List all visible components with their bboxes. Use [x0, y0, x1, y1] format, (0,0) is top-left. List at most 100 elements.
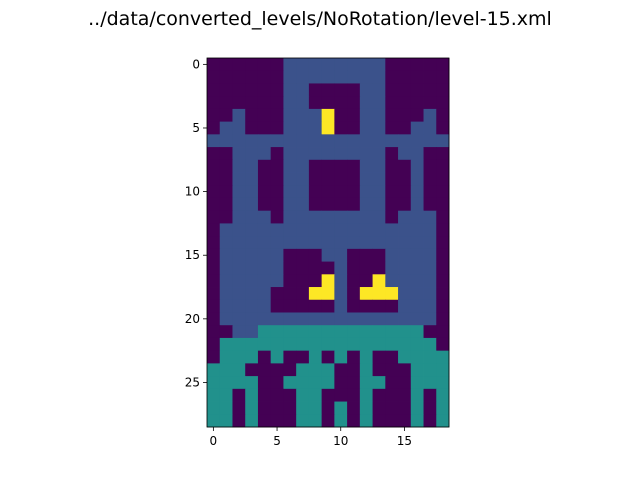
heatmap-cell: [385, 363, 399, 377]
heatmap-cell: [270, 83, 284, 97]
heatmap-cell: [232, 287, 246, 301]
heatmap-cell: [321, 108, 335, 123]
heatmap-cell: [296, 147, 310, 161]
plot-frame: [206, 57, 450, 428]
heatmap-cell: [219, 96, 233, 110]
heatmap-cell: [257, 287, 272, 301]
heatmap-cell: [410, 287, 424, 301]
heatmap-cell: [410, 83, 424, 97]
heatmap-cell: [372, 350, 386, 364]
heatmap-cell: [283, 223, 297, 237]
heatmap-cell: [219, 70, 233, 84]
heatmap-cell: [232, 414, 246, 428]
y-tick-label: 25: [185, 375, 200, 389]
heatmap-cell: [270, 58, 284, 72]
heatmap-cell: [219, 197, 233, 212]
heatmap-cell: [207, 210, 221, 224]
heatmap-cell: [207, 96, 221, 110]
heatmap-cell: [398, 210, 412, 224]
heatmap-cell: [436, 248, 450, 262]
heatmap-cell: [321, 325, 335, 339]
heatmap-cell: [410, 325, 424, 339]
heatmap-cell: [436, 337, 450, 352]
heatmap-cell: [321, 414, 335, 428]
heatmap-cell: [219, 312, 233, 326]
heatmap-cell: [410, 248, 424, 262]
heatmap-cell: [423, 58, 437, 72]
heatmap-cell: [347, 274, 361, 288]
heatmap-cell: [296, 337, 310, 352]
heatmap-cell: [296, 388, 310, 402]
heatmap-cell: [245, 337, 259, 352]
heatmap-cell: [398, 185, 412, 199]
heatmap-cell: [283, 376, 297, 390]
heatmap-cell: [257, 134, 272, 148]
heatmap-cell: [385, 236, 399, 250]
heatmap-cell: [359, 274, 373, 288]
heatmap-cell: [347, 401, 361, 415]
heatmap-cell: [219, 185, 233, 199]
heatmap-cell: [423, 223, 437, 237]
heatmap-cell: [410, 401, 424, 415]
heatmap-cell: [398, 274, 412, 288]
heatmap-cell: [334, 337, 348, 352]
heatmap-cell: [296, 159, 310, 173]
heatmap-cell: [359, 299, 373, 313]
heatmap-cell: [436, 159, 450, 173]
heatmap-cell: [308, 236, 323, 250]
heatmap-cell: [436, 96, 450, 110]
heatmap-cell: [257, 223, 272, 237]
heatmap-cell: [296, 172, 310, 186]
heatmap-cell: [372, 83, 386, 97]
heatmap-cell: [334, 185, 348, 199]
heatmap-cell: [423, 70, 437, 84]
heatmap-cell: [398, 172, 412, 186]
heatmap-cell: [321, 185, 335, 199]
heatmap-cell: [270, 388, 284, 402]
heatmap-cell: [283, 337, 297, 352]
heatmap-cell: [423, 210, 437, 224]
heatmap-cell: [398, 337, 412, 352]
heatmap-cell: [398, 70, 412, 84]
heatmap-cell: [283, 185, 297, 199]
heatmap-cell: [423, 337, 437, 352]
heatmap-cell: [372, 108, 386, 123]
heatmap-cell: [359, 70, 373, 84]
heatmap-cell: [232, 210, 246, 224]
heatmap-cell: [257, 83, 272, 97]
heatmap-cell: [257, 401, 272, 415]
heatmap-cell: [347, 388, 361, 402]
heatmap-cell: [245, 261, 259, 275]
heatmap-cell: [410, 121, 424, 135]
heatmap-cell: [232, 236, 246, 250]
heatmap-cell: [283, 401, 297, 415]
heatmap-cell: [270, 236, 284, 250]
heatmap-cell: [283, 414, 297, 428]
heatmap-cell: [423, 274, 437, 288]
heatmap-cell: [385, 147, 399, 161]
heatmap-cell: [359, 261, 373, 275]
heatmap-cell: [398, 261, 412, 275]
heatmap-cell: [385, 248, 399, 262]
heatmap-cell: [423, 185, 437, 199]
heatmap-cell: [308, 121, 323, 135]
heatmap-cell: [232, 248, 246, 262]
heatmap-cell: [385, 70, 399, 84]
heatmap-cell: [347, 236, 361, 250]
heatmap-cell: [436, 185, 450, 199]
heatmap-cell: [283, 248, 297, 262]
heatmap-cell: [359, 248, 373, 262]
heatmap-cell: [347, 197, 361, 212]
heatmap-cell: [257, 337, 272, 352]
heatmap-cell: [308, 248, 323, 262]
x-tick-label: 10: [333, 434, 348, 448]
heatmap-cell: [372, 312, 386, 326]
heatmap-cell: [410, 58, 424, 72]
heatmap-cell: [372, 261, 386, 275]
x-tick-label: 5: [273, 434, 281, 448]
heatmap-cell: [423, 350, 437, 364]
heatmap-cell: [296, 236, 310, 250]
heatmap-cell: [207, 350, 221, 364]
heatmap-cell: [245, 147, 259, 161]
heatmap-cell: [398, 299, 412, 313]
